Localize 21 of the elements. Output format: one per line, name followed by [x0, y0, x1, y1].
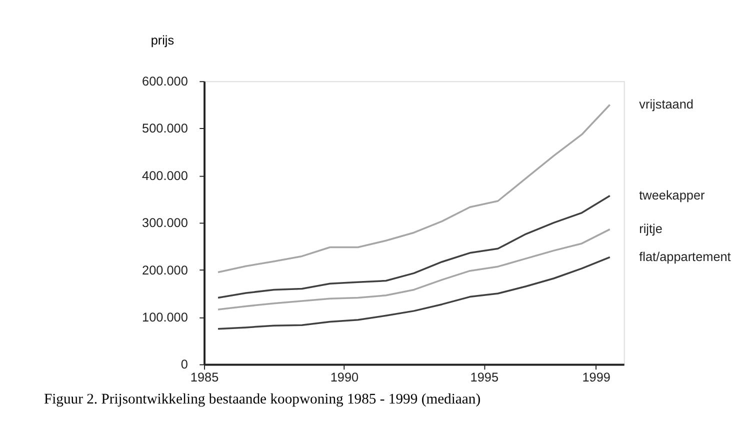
y-tick-label: 200.000 — [142, 263, 188, 278]
x-tick-label: 1999 — [582, 370, 610, 384]
line-series — [217, 194, 611, 299]
y-tick-label: 0 — [180, 358, 188, 372]
text: Figuur 2. Prijsontwikkeling bestaande koopwoning 1985 - 1999 (mediaan) — [44, 391, 481, 408]
text: tweekapper — [639, 188, 706, 203]
text: vrijstaand — [639, 98, 694, 112]
y-tick-label: 600.000 — [142, 74, 188, 89]
line-series — [217, 256, 611, 330]
y-tick-label: 100.000 — [142, 310, 188, 324]
line-series — [217, 104, 611, 274]
x-tick-label: 1995 — [470, 370, 499, 384]
y-tick-label: 400.000 — [142, 168, 188, 183]
x-tick-label: 1990 — [330, 370, 359, 384]
y-tick-label: 500.000 — [142, 122, 188, 136]
text: flat/appartement — [639, 250, 732, 264]
x-tick-label: 1985 — [190, 370, 219, 384]
line-series — [217, 228, 611, 310]
text: rijtje — [639, 222, 662, 236]
y-tick-label: 300.000 — [142, 216, 188, 230]
y-axis-title: prijs — [150, 34, 174, 48]
